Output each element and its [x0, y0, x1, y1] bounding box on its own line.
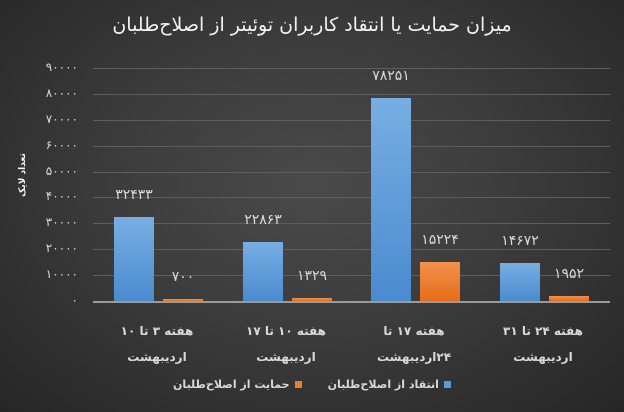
y-tick-label: ۳۰۰۰۰: [45, 215, 78, 229]
bar-support: [549, 295, 589, 301]
data-label: ۱۹۵۲: [553, 265, 585, 282]
data-label: ۷۰۰: [171, 269, 195, 286]
x-tick-label: هفته ۲۴ تا ۳۱ اردیبهشت: [503, 324, 583, 364]
legend-label: حمایت از اصلاح‌طلبان: [173, 378, 290, 391]
x-axis-line: [93, 301, 610, 303]
y-tick-label: ۲۰۰۰۰: [45, 241, 78, 255]
y-tick-label: ۹۰۰۰۰: [45, 60, 78, 74]
gridline: [93, 223, 610, 224]
data-label: ۷۸۲۵۱: [372, 68, 410, 85]
y-tick-label: ۰: [71, 293, 78, 307]
legend-swatch-icon: [443, 381, 451, 388]
y-tick-label: ۷۰۰۰۰: [45, 112, 78, 126]
data-label: ۱۴۶۷۲: [501, 233, 539, 250]
legend-item: انتقاد از اصلاح‌طلبان: [328, 378, 451, 391]
data-label: ۲۲۸۶۳: [244, 211, 282, 228]
gridline: [93, 94, 610, 95]
gridline: [93, 197, 610, 198]
bar-criticism: [371, 98, 411, 301]
y-tick-label: ۴۰۰۰۰: [45, 189, 78, 203]
gridline: [93, 146, 610, 147]
legend-item: حمایت از اصلاح‌طلبان: [173, 378, 302, 391]
x-tick-label: هفته ۳ تا ۱۰ اردیبهشت: [120, 324, 194, 364]
gridline: [93, 249, 610, 250]
data-label: ۱۳۲۹: [296, 267, 328, 284]
bar-support: [420, 261, 460, 301]
gridline: [93, 275, 610, 276]
data-label: ۳۲۴۳۳: [115, 187, 153, 204]
chart-title: میزان حمایت یا انتقاد کاربران توئیتر از …: [112, 14, 512, 36]
legend-label: انتقاد از اصلاح‌طلبان: [327, 378, 439, 391]
x-tick-label: هفته ۱۰ تا ۱۷ اردیبهشت: [246, 324, 326, 364]
bar-support: [292, 297, 332, 301]
bar-criticism: [243, 241, 283, 301]
bar-support: [163, 299, 203, 301]
y-tick-label: ۵۰۰۰۰: [45, 164, 78, 178]
bar-criticism: [500, 263, 540, 301]
y-tick-label: ۱۰۰۰۰: [45, 267, 78, 281]
data-label: ۱۵۲۲۴: [421, 231, 459, 248]
x-tick-label: هفته ۱۷ تا ۲۴اردیبهشت: [376, 324, 452, 364]
legend-swatch-icon: [294, 381, 302, 388]
y-tick-label: ۶۰۰۰۰: [45, 138, 78, 152]
bar-criticism: [114, 217, 154, 301]
gridline: [93, 172, 610, 173]
legend: انتقاد از اصلاح‌طلبان حمایت از اصلاح‌طلبا…: [0, 378, 624, 391]
gridline: [93, 68, 610, 69]
y-tick-label: ۸۰۰۰۰: [45, 86, 78, 100]
gridline: [93, 120, 610, 121]
